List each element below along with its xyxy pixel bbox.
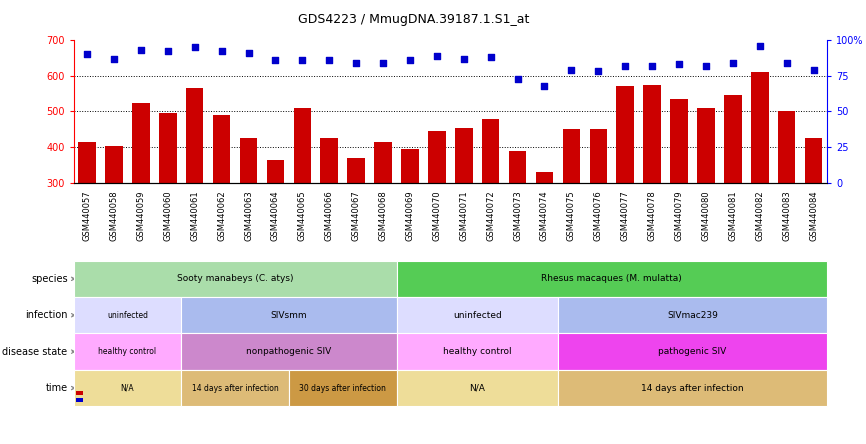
Text: SIVmac239: SIVmac239 — [667, 311, 718, 320]
Bar — [186, 88, 204, 290]
Point — [188, 44, 202, 51]
Bar — [267, 160, 284, 290]
Bar — [590, 129, 607, 290]
Point — [511, 75, 525, 82]
Point — [779, 59, 793, 67]
Point — [484, 54, 498, 61]
Point — [645, 62, 659, 69]
Bar — [643, 85, 661, 290]
Text: SIVsmm: SIVsmm — [270, 311, 307, 320]
Text: N/A: N/A — [120, 384, 134, 392]
Point — [376, 59, 390, 67]
Point — [753, 42, 766, 49]
Point — [403, 56, 417, 63]
Bar — [751, 72, 768, 290]
Text: count: count — [78, 388, 112, 398]
Text: pathogenic SIV: pathogenic SIV — [658, 347, 727, 356]
Bar — [347, 158, 365, 290]
Point — [81, 51, 94, 58]
Bar — [428, 131, 446, 290]
Bar — [401, 149, 418, 290]
Text: Rhesus macaques (M. mulatta): Rhesus macaques (M. mulatta) — [541, 274, 682, 283]
Bar — [563, 129, 580, 290]
Bar — [106, 146, 123, 290]
Text: GDS4223 / MmugDNA.39187.1.S1_at: GDS4223 / MmugDNA.39187.1.S1_at — [298, 13, 529, 26]
Text: healthy control: healthy control — [443, 347, 512, 356]
Text: 30 days after infection: 30 days after infection — [300, 384, 386, 392]
Text: nonpathogenic SIV: nonpathogenic SIV — [246, 347, 332, 356]
Point — [618, 62, 632, 69]
Bar — [294, 108, 311, 290]
Point — [538, 82, 552, 89]
Bar — [132, 103, 150, 290]
Bar — [724, 95, 741, 290]
Text: N/A: N/A — [469, 384, 485, 392]
Bar — [78, 142, 96, 290]
Point — [806, 67, 820, 74]
Text: 14 days after infection: 14 days after infection — [191, 384, 279, 392]
Point — [430, 52, 443, 59]
Text: percentile rank within the sample: percentile rank within the sample — [78, 396, 249, 405]
Bar — [509, 151, 527, 290]
Bar — [670, 99, 688, 290]
Text: 14 days after infection: 14 days after infection — [641, 384, 744, 392]
Point — [726, 59, 740, 67]
Point — [161, 48, 175, 55]
Point — [215, 48, 229, 55]
Bar — [213, 115, 230, 290]
Bar — [778, 111, 795, 290]
Point — [349, 59, 363, 67]
Point — [322, 56, 336, 63]
Text: infection: infection — [25, 310, 68, 320]
Text: uninfected: uninfected — [453, 311, 501, 320]
Point — [699, 62, 713, 69]
Point — [565, 67, 578, 74]
Text: uninfected: uninfected — [107, 311, 148, 320]
Bar — [805, 138, 823, 290]
Point — [107, 55, 121, 62]
Point — [295, 56, 309, 63]
Text: species: species — [31, 274, 68, 284]
Point — [242, 49, 255, 56]
Bar — [482, 119, 500, 290]
Bar — [617, 87, 634, 290]
Point — [591, 68, 605, 75]
Bar — [455, 127, 473, 290]
Text: healthy control: healthy control — [99, 347, 157, 356]
Bar — [697, 108, 714, 290]
Bar — [374, 142, 391, 290]
Bar — [536, 172, 553, 290]
Bar — [320, 138, 338, 290]
Point — [672, 61, 686, 68]
Point — [457, 55, 471, 62]
Bar — [240, 138, 257, 290]
Text: disease state: disease state — [3, 347, 68, 357]
Text: time: time — [45, 383, 68, 393]
Point — [134, 47, 148, 54]
Bar — [159, 113, 177, 290]
Text: Sooty manabeys (C. atys): Sooty manabeys (C. atys) — [177, 274, 294, 283]
Point — [268, 56, 282, 63]
